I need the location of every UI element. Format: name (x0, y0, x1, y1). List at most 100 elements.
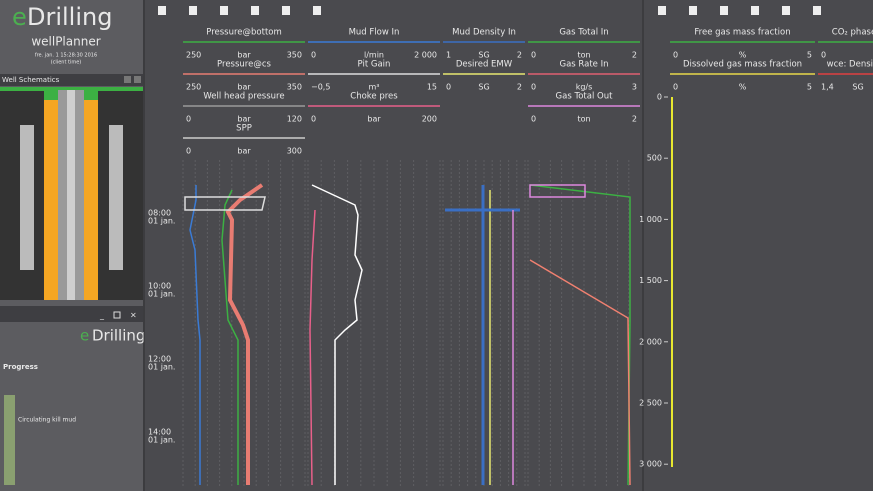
float-button[interactable] (124, 76, 131, 83)
scale-min: 250 (186, 83, 201, 92)
scale-min: 0 (531, 83, 536, 92)
depth-label: 2 500 (639, 399, 662, 408)
curve (184, 196, 266, 211)
scale-max: 3 (632, 83, 637, 92)
track-title: Free gas mass fraction (694, 28, 790, 38)
wellhead (44, 90, 58, 100)
scale-unit: bar (237, 51, 251, 60)
depth-label: 2 000 (639, 337, 662, 346)
curve (445, 185, 520, 485)
scale-min: 0 (311, 51, 316, 60)
logo: Drilling (92, 327, 145, 345)
date-label: 01 jan. (148, 290, 175, 299)
track-title: Pressure@bottom (206, 28, 282, 38)
scale-max: 200 (422, 115, 437, 124)
icon (751, 6, 759, 15)
scale-min: 0 (186, 115, 191, 124)
date-label: 01 jan. (148, 363, 175, 372)
progress-bar (4, 395, 15, 485)
curves (184, 97, 673, 486)
scale-min: 0 (821, 51, 826, 60)
scale-unit: % (739, 83, 747, 92)
scale-unit: SG (852, 83, 863, 92)
scale-max: 2 (632, 51, 637, 60)
scale-unit: kg/s (576, 83, 593, 92)
scale-max: 2 000 (414, 51, 437, 60)
panel-header (0, 74, 143, 86)
logo-mark: e (80, 327, 89, 345)
plot-bg (183, 160, 641, 486)
curve (529, 184, 586, 198)
scale-min: 0 (673, 83, 678, 92)
panel-header (0, 306, 143, 322)
close-button[interactable] (134, 76, 141, 83)
time-label: 08:00 (148, 209, 171, 218)
curve (221, 189, 239, 485)
track-title: Mud Density In (452, 28, 516, 38)
icon (720, 6, 728, 15)
scale-unit: ton (577, 51, 590, 60)
icon (689, 6, 697, 15)
icon (189, 6, 197, 15)
scale-unit: bar (237, 115, 251, 124)
track-title: Pit Gain (358, 60, 391, 70)
scale-max: 5 (807, 83, 812, 92)
scale-min: −0,5 (311, 83, 330, 92)
curve (311, 184, 363, 485)
scale-min: 0 (673, 51, 678, 60)
icon (251, 6, 259, 15)
logo-mark: e (12, 3, 27, 31)
formation (20, 125, 34, 270)
track-title: Gas Rate In (559, 60, 608, 70)
icon (282, 6, 290, 15)
depth-label: 1 000 (639, 215, 662, 224)
curve (225, 183, 264, 485)
toolbars (150, 1, 829, 21)
track-title: Pressure@cs (217, 60, 271, 70)
track-title: Gas Total Out (556, 92, 614, 102)
formation (109, 125, 123, 270)
track-title: SPP (236, 124, 252, 134)
curve (309, 209, 316, 486)
time-label: 14:00 (148, 428, 171, 437)
scale-max: 350 (287, 51, 302, 60)
surface (0, 87, 143, 91)
scale-min: 0 (531, 51, 536, 60)
depth-label: 0 (657, 93, 662, 102)
depth-label: 3 000 (639, 460, 662, 469)
scale-unit: % (739, 51, 747, 60)
track-title: wce: Density (827, 60, 873, 70)
datetime: fre. jan. 1 15:28:30 2016 (35, 53, 97, 59)
scale-min: 0 (446, 83, 451, 92)
scale-max: 350 (287, 83, 302, 92)
time-label: 12:00 (148, 355, 171, 364)
logo: Drilling (27, 3, 112, 31)
progress-label: Circulating kill mud (18, 417, 76, 424)
scale-max: 5 (807, 51, 812, 60)
track-title: Well head pressure (203, 92, 284, 102)
annulus (84, 100, 98, 300)
scale-unit: l/min (364, 51, 384, 60)
scale-unit: bar (237, 147, 251, 156)
minimize-button[interactable]: _ (99, 311, 105, 320)
scale-unit: bar (367, 115, 381, 124)
scale-max: 120 (287, 115, 302, 124)
close-button[interactable]: × (130, 311, 137, 320)
scale-unit: SG (478, 83, 489, 92)
icon (782, 6, 790, 15)
scale-unit: SG (478, 51, 489, 60)
curve (529, 259, 631, 486)
curve (189, 185, 201, 485)
progress-title: Progress (3, 363, 38, 371)
date-label: 01 jan. (148, 436, 175, 445)
well-schematic (0, 87, 143, 300)
track-title: Mud Flow In (349, 28, 400, 38)
maximize-button[interactable] (113, 311, 121, 319)
depth-label: 500 (647, 154, 662, 163)
track-title: Desired EMW (456, 60, 513, 70)
icon (220, 6, 228, 15)
